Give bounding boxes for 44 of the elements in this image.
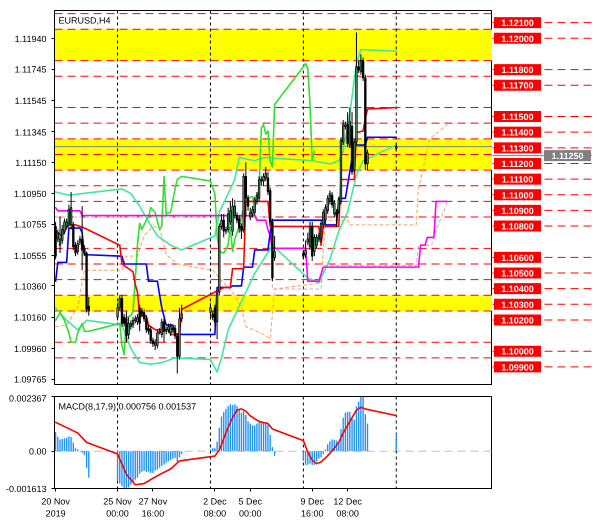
- ref-line-label: 1.10600: [501, 252, 534, 263]
- x-tick-label: 25 Nov 00:00: [103, 496, 132, 518]
- ref-line-label: 1.09900: [501, 362, 534, 372]
- y-tick-label: 1.11745: [14, 64, 47, 75]
- ref-line-label: 1.10300: [501, 300, 534, 310]
- ref-line-label: 1.11200: [501, 158, 534, 169]
- y-tick-label: -0.001613: [6, 484, 47, 494]
- ref-line-label: 1.11800: [501, 65, 534, 76]
- x-tick-label: 12 Dec 08:00: [333, 496, 362, 518]
- x-tick-label: 9 Dec 16:00: [300, 496, 324, 518]
- y-tick-label: 1.11345: [14, 127, 47, 138]
- y-tick-label: 0.00: [28, 446, 47, 457]
- x-tick-label: 2 Dec 08:00: [203, 496, 228, 518]
- ref-line-label: 1.10800: [501, 222, 534, 232]
- y-tick-label: 0.002367: [8, 394, 47, 404]
- y-tick-label: 1.10555: [14, 250, 47, 261]
- text: MACD(8,17,9) 0.000756 0.001537: [58, 402, 196, 412]
- ref-line-label: 1.11100: [502, 174, 534, 185]
- y-tick-label: 1.11940: [14, 34, 47, 44]
- ref-line-label: 1.10500: [501, 268, 534, 279]
- text: EURUSD,H4: [58, 16, 111, 26]
- y-tick-label: 1.10160: [14, 312, 47, 323]
- x-tick-label: 27 Nov 16:00: [138, 496, 168, 518]
- ref-line-label: 1.11250: [551, 151, 584, 162]
- ref-line-label: 1.10900: [501, 206, 534, 216]
- x-tick-label: 5 Dec 00:00: [238, 496, 263, 518]
- ref-line-label: 1.11500: [501, 112, 534, 122]
- ref-line-label: 1.11700: [501, 80, 534, 91]
- y-tick-label: 1.10950: [14, 189, 47, 200]
- ref-line-label: 1.11400: [501, 128, 534, 138]
- ref-line-label: 1.12000: [501, 34, 534, 44]
- y-tick-label: 1.10360: [14, 281, 47, 292]
- y-tick-label: 1.09765: [14, 374, 47, 385]
- ref-line-label: 1.10000: [501, 346, 534, 357]
- y-tick-label: 1.09960: [14, 344, 47, 354]
- ref-line-label: 1.10400: [501, 284, 534, 294]
- ref-line-label: 1.10200: [501, 315, 534, 326]
- x-tick-label: 20 Nov 2019: [41, 496, 70, 518]
- ref-line-label: 1.12100: [501, 18, 534, 28]
- y-tick-label: 1.11545: [14, 96, 47, 106]
- y-tick-label: 1.11150: [15, 158, 47, 168]
- ref-line-label: 1.11000: [501, 190, 534, 200]
- ref-line-label: 1.11300: [501, 143, 534, 154]
- y-tick-label: 1.10755: [14, 220, 47, 230]
